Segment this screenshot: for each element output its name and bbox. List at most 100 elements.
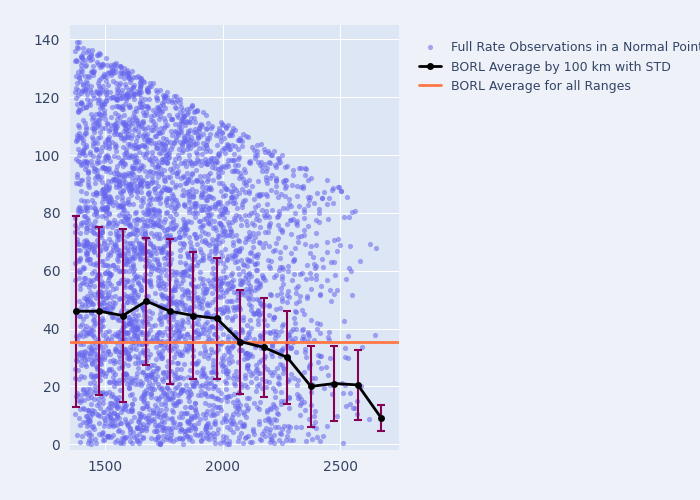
Full Rate Observations in a Normal Point bbox=[251, 276, 262, 284]
Full Rate Observations in a Normal Point bbox=[236, 185, 247, 193]
Full Rate Observations in a Normal Point bbox=[282, 330, 293, 338]
Full Rate Observations in a Normal Point bbox=[247, 425, 258, 433]
Full Rate Observations in a Normal Point bbox=[78, 80, 89, 88]
Full Rate Observations in a Normal Point bbox=[118, 68, 129, 76]
Full Rate Observations in a Normal Point bbox=[158, 176, 169, 184]
Full Rate Observations in a Normal Point bbox=[85, 412, 96, 420]
Full Rate Observations in a Normal Point bbox=[188, 282, 199, 290]
Full Rate Observations in a Normal Point bbox=[154, 149, 165, 157]
Full Rate Observations in a Normal Point bbox=[103, 269, 114, 277]
Full Rate Observations in a Normal Point bbox=[145, 216, 156, 224]
Full Rate Observations in a Normal Point bbox=[125, 424, 136, 432]
Full Rate Observations in a Normal Point bbox=[123, 384, 134, 392]
Full Rate Observations in a Normal Point bbox=[165, 428, 176, 436]
Full Rate Observations in a Normal Point bbox=[82, 406, 93, 414]
Full Rate Observations in a Normal Point bbox=[277, 280, 288, 288]
Full Rate Observations in a Normal Point bbox=[158, 254, 169, 262]
Full Rate Observations in a Normal Point bbox=[244, 158, 255, 166]
Full Rate Observations in a Normal Point bbox=[213, 425, 224, 433]
Full Rate Observations in a Normal Point bbox=[107, 260, 118, 268]
Full Rate Observations in a Normal Point bbox=[99, 306, 111, 314]
Full Rate Observations in a Normal Point bbox=[97, 292, 108, 300]
Full Rate Observations in a Normal Point bbox=[116, 189, 127, 197]
Full Rate Observations in a Normal Point bbox=[162, 384, 173, 392]
Full Rate Observations in a Normal Point bbox=[223, 307, 234, 315]
Full Rate Observations in a Normal Point bbox=[201, 337, 212, 345]
Full Rate Observations in a Normal Point bbox=[171, 276, 182, 284]
Full Rate Observations in a Normal Point bbox=[148, 416, 159, 424]
Full Rate Observations in a Normal Point bbox=[338, 316, 349, 324]
Full Rate Observations in a Normal Point bbox=[165, 145, 176, 153]
Full Rate Observations in a Normal Point bbox=[92, 250, 104, 258]
Full Rate Observations in a Normal Point bbox=[108, 409, 120, 417]
Full Rate Observations in a Normal Point bbox=[171, 320, 182, 328]
Full Rate Observations in a Normal Point bbox=[204, 335, 215, 343]
Full Rate Observations in a Normal Point bbox=[159, 174, 170, 182]
Full Rate Observations in a Normal Point bbox=[181, 188, 192, 196]
Full Rate Observations in a Normal Point bbox=[218, 182, 230, 190]
Full Rate Observations in a Normal Point bbox=[204, 170, 216, 177]
Full Rate Observations in a Normal Point bbox=[156, 340, 167, 348]
Full Rate Observations in a Normal Point bbox=[125, 346, 136, 354]
Full Rate Observations in a Normal Point bbox=[106, 138, 118, 146]
Full Rate Observations in a Normal Point bbox=[184, 156, 195, 164]
Full Rate Observations in a Normal Point bbox=[82, 216, 93, 224]
BORL Average by 100 km with STD bbox=[307, 384, 315, 390]
Full Rate Observations in a Normal Point bbox=[116, 86, 127, 94]
Full Rate Observations in a Normal Point bbox=[141, 386, 152, 394]
Full Rate Observations in a Normal Point bbox=[82, 417, 93, 425]
Full Rate Observations in a Normal Point bbox=[218, 432, 229, 440]
Full Rate Observations in a Normal Point bbox=[104, 198, 116, 205]
Full Rate Observations in a Normal Point bbox=[270, 188, 281, 196]
Full Rate Observations in a Normal Point bbox=[234, 153, 245, 161]
Full Rate Observations in a Normal Point bbox=[125, 85, 136, 93]
Full Rate Observations in a Normal Point bbox=[226, 413, 237, 421]
Full Rate Observations in a Normal Point bbox=[99, 72, 110, 80]
Full Rate Observations in a Normal Point bbox=[193, 330, 204, 338]
Full Rate Observations in a Normal Point bbox=[178, 146, 189, 154]
Full Rate Observations in a Normal Point bbox=[84, 390, 95, 398]
Full Rate Observations in a Normal Point bbox=[235, 244, 246, 252]
Full Rate Observations in a Normal Point bbox=[206, 257, 218, 265]
Full Rate Observations in a Normal Point bbox=[270, 176, 281, 184]
Full Rate Observations in a Normal Point bbox=[211, 260, 222, 268]
Full Rate Observations in a Normal Point bbox=[268, 314, 279, 322]
Full Rate Observations in a Normal Point bbox=[161, 337, 172, 345]
Full Rate Observations in a Normal Point bbox=[318, 384, 329, 392]
Full Rate Observations in a Normal Point bbox=[107, 285, 118, 293]
Full Rate Observations in a Normal Point bbox=[151, 96, 162, 104]
Full Rate Observations in a Normal Point bbox=[136, 240, 147, 248]
Full Rate Observations in a Normal Point bbox=[150, 184, 161, 192]
Full Rate Observations in a Normal Point bbox=[88, 424, 99, 432]
Full Rate Observations in a Normal Point bbox=[211, 247, 222, 255]
Full Rate Observations in a Normal Point bbox=[101, 168, 112, 175]
Full Rate Observations in a Normal Point bbox=[105, 434, 116, 442]
Full Rate Observations in a Normal Point bbox=[210, 222, 221, 230]
Full Rate Observations in a Normal Point bbox=[202, 144, 213, 152]
Full Rate Observations in a Normal Point bbox=[136, 202, 147, 210]
Full Rate Observations in a Normal Point bbox=[191, 106, 202, 114]
Full Rate Observations in a Normal Point bbox=[111, 193, 122, 201]
Full Rate Observations in a Normal Point bbox=[188, 292, 199, 300]
Full Rate Observations in a Normal Point bbox=[162, 256, 174, 264]
Full Rate Observations in a Normal Point bbox=[74, 151, 85, 159]
Full Rate Observations in a Normal Point bbox=[141, 112, 152, 120]
Full Rate Observations in a Normal Point bbox=[191, 240, 202, 248]
Full Rate Observations in a Normal Point bbox=[114, 202, 125, 209]
Full Rate Observations in a Normal Point bbox=[236, 326, 247, 334]
Full Rate Observations in a Normal Point bbox=[255, 278, 266, 286]
Full Rate Observations in a Normal Point bbox=[113, 226, 125, 234]
Full Rate Observations in a Normal Point bbox=[165, 342, 176, 350]
Full Rate Observations in a Normal Point bbox=[111, 248, 122, 256]
Full Rate Observations in a Normal Point bbox=[108, 216, 120, 224]
Full Rate Observations in a Normal Point bbox=[130, 300, 141, 308]
Full Rate Observations in a Normal Point bbox=[164, 297, 176, 305]
Full Rate Observations in a Normal Point bbox=[126, 162, 137, 170]
Full Rate Observations in a Normal Point bbox=[209, 282, 220, 290]
Full Rate Observations in a Normal Point bbox=[209, 330, 220, 338]
Full Rate Observations in a Normal Point bbox=[94, 412, 105, 420]
Full Rate Observations in a Normal Point bbox=[184, 136, 195, 144]
Full Rate Observations in a Normal Point bbox=[234, 169, 246, 177]
Full Rate Observations in a Normal Point bbox=[166, 358, 177, 366]
Full Rate Observations in a Normal Point bbox=[135, 380, 146, 388]
